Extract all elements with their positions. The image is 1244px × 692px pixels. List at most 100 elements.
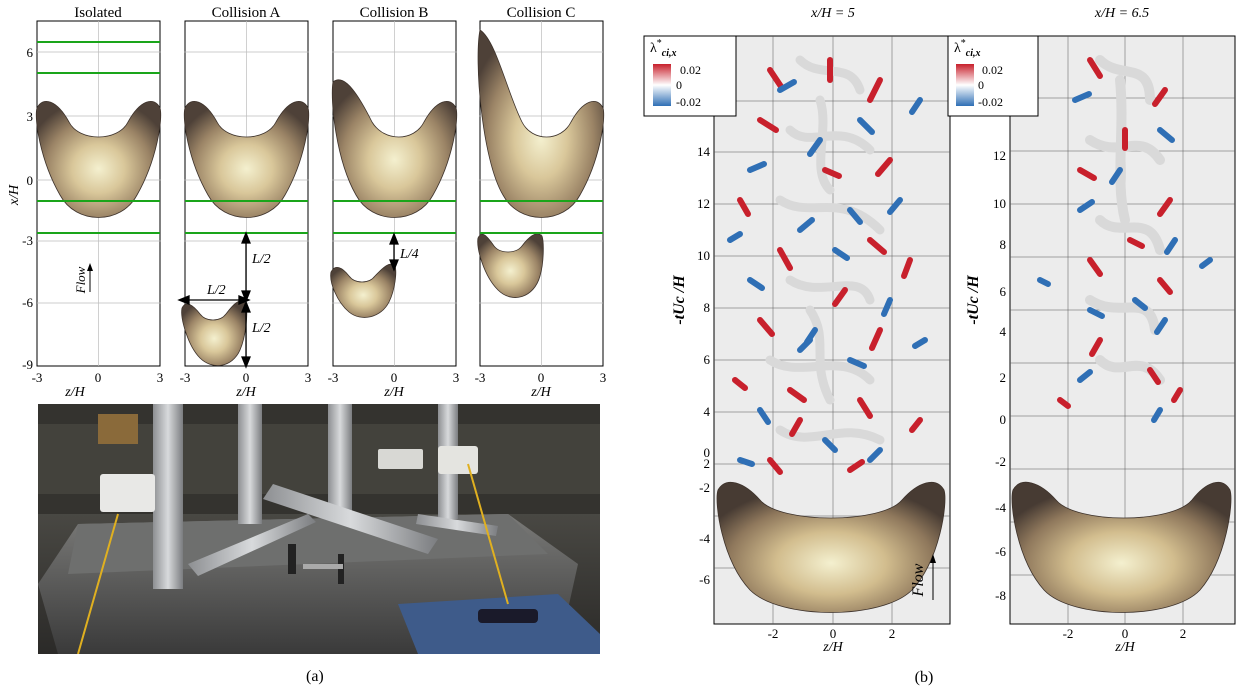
y-tick: 6 — [1000, 284, 1007, 299]
subplot-title-collision-c: Collision C — [507, 5, 576, 21]
y-tick: -2 — [995, 454, 1006, 469]
legend-title: λ*ci,x — [954, 38, 981, 59]
annotation-l-quarter: L/4 — [399, 247, 419, 262]
x-tick: 0 — [391, 370, 398, 385]
y-tick-labels: 6 3 0 -3 -6 -9 — [22, 45, 33, 372]
annotation-l-half-1: L/2 — [251, 252, 271, 267]
y-tick: 0 — [704, 445, 711, 460]
x-tick: -2 — [1063, 626, 1074, 641]
y-axis-label: x/H — [7, 184, 22, 206]
laser-sheet-lines — [37, 41, 603, 234]
subplot-title-collision-a: Collision A — [212, 5, 281, 21]
lead-body-isolated — [35, 100, 162, 218]
trailing-body-collision-c — [477, 233, 544, 298]
caption-b: (b) — [915, 669, 934, 686]
lab-setup-photo — [38, 404, 600, 654]
y-tick: -3 — [22, 233, 33, 248]
x-tick: 3 — [305, 370, 312, 385]
caption-a: (a) — [306, 668, 324, 685]
y-tick: 8 — [704, 300, 711, 315]
vortex-structures-x65 — [1037, 55, 1213, 423]
trailing-body-collision-a — [181, 300, 248, 366]
x-tick: 0 — [1122, 626, 1129, 641]
x-tick: 2 — [1180, 626, 1187, 641]
x-tick: -2 — [768, 626, 779, 641]
annotation-l-half-2: L/2 — [251, 321, 271, 336]
y-tick: 6 — [27, 45, 34, 60]
x-tick: -3 — [475, 370, 486, 385]
lead-body-collision-c — [477, 29, 605, 218]
lab-setup-illustration — [38, 404, 600, 654]
y-axis-label-right: -tUc /H — [965, 275, 982, 325]
y-tick-labels-x5: 14 12 10 8 6 4 2 0 -2 -4 -6 — [697, 144, 711, 587]
legend-mid: 0 — [978, 78, 984, 92]
y-tick: 12 — [993, 148, 1006, 163]
subplot-title-x65: x/H = 6.5 — [1094, 6, 1149, 21]
x-axis-labels: z/H z/H z/H z/H — [64, 385, 551, 400]
body-x5 — [716, 481, 946, 613]
subplot-title-x5: x/H = 5 — [810, 6, 855, 21]
flow-arrow-a: Flow — [73, 263, 93, 294]
legend-min: -0.02 — [676, 95, 701, 109]
x-axis-label: z/H — [235, 385, 256, 400]
x-tick: 0 — [95, 370, 102, 385]
x-tick: 2 — [889, 626, 896, 641]
x-tick: 3 — [157, 370, 164, 385]
y-tick: 6 — [704, 352, 711, 367]
legend-min: -0.02 — [978, 95, 1003, 109]
lead-body-collision-a — [183, 100, 310, 218]
legend-x65: λ*ci,x 0.02 0 -0.02 — [947, 35, 1039, 117]
flow-arrow-b: Flow — [910, 554, 936, 600]
legend-mid: 0 — [676, 78, 682, 92]
y-tick: 10 — [697, 248, 710, 263]
annotation-l-half-horizontal: L/2 — [206, 283, 226, 298]
x-tick: 3 — [600, 370, 607, 385]
x-tick-labels: -3 0 3 -3 0 3 -3 0 3 -3 0 3 — [32, 370, 607, 385]
legend-max: 0.02 — [982, 63, 1003, 77]
flow-label-b: Flow — [910, 563, 927, 597]
x-tick: -3 — [32, 370, 43, 385]
y-axis-label-left: -tUc /H — [671, 275, 688, 325]
y-tick: 2 — [1000, 370, 1007, 385]
y-tick: 4 — [1000, 324, 1007, 339]
y-tick: -9 — [22, 357, 33, 372]
flow-label-a: Flow — [73, 266, 88, 294]
lead-bodies — [35, 29, 605, 218]
y-tick: 3 — [27, 109, 34, 124]
x-axis-label: z/H — [383, 385, 404, 400]
x-axis-label: z/H — [64, 385, 85, 400]
x-tick-labels-b: -2 0 2 -2 0 2 — [768, 626, 1187, 641]
subplot-title-isolated: Isolated — [74, 5, 122, 21]
y-tick: 14 — [697, 144, 711, 159]
x-tick: -3 — [180, 370, 191, 385]
panel-b-plots: x/H = 5 x/H = 6.5 — [643, 6, 1236, 686]
legend-title: λ*ci,x — [650, 38, 677, 59]
vortex-structures-x5 — [727, 55, 928, 475]
y-tick-labels-x65: 12 10 8 6 4 2 0 -2 -4 -6 -8 — [993, 148, 1007, 603]
y-tick: 0 — [1000, 412, 1007, 427]
x-tick: -3 — [328, 370, 339, 385]
y-tick: 8 — [1000, 237, 1007, 252]
body-x65 — [1011, 481, 1232, 613]
y-tick: -4 — [995, 500, 1006, 515]
y-tick: 12 — [697, 196, 710, 211]
x-tick: 3 — [453, 370, 460, 385]
legend-x5: λ*ci,x 0.02 0 -0.02 — [643, 35, 737, 117]
legend-max: 0.02 — [680, 63, 701, 77]
y-tick: -8 — [995, 588, 1006, 603]
y-tick: 0 — [27, 173, 34, 188]
x-tick: 0 — [243, 370, 250, 385]
x-tick: 0 — [830, 626, 837, 641]
dimension-arrow-collision-b — [389, 232, 399, 272]
y-tick: 10 — [993, 196, 1006, 211]
lead-body-collision-b — [331, 79, 458, 218]
x-axis-label-x5: z/H — [822, 640, 843, 655]
x-axis-label: z/H — [530, 385, 551, 400]
y-tick: -6 — [995, 544, 1006, 559]
y-tick: -6 — [699, 572, 710, 587]
y-tick: 4 — [704, 404, 711, 419]
y-tick: 2 — [704, 456, 711, 471]
panel-a-plots: Isolated Collision A Collision B Collisi… — [7, 5, 607, 400]
x-tick: 0 — [538, 370, 545, 385]
y-tick: -4 — [699, 531, 710, 546]
